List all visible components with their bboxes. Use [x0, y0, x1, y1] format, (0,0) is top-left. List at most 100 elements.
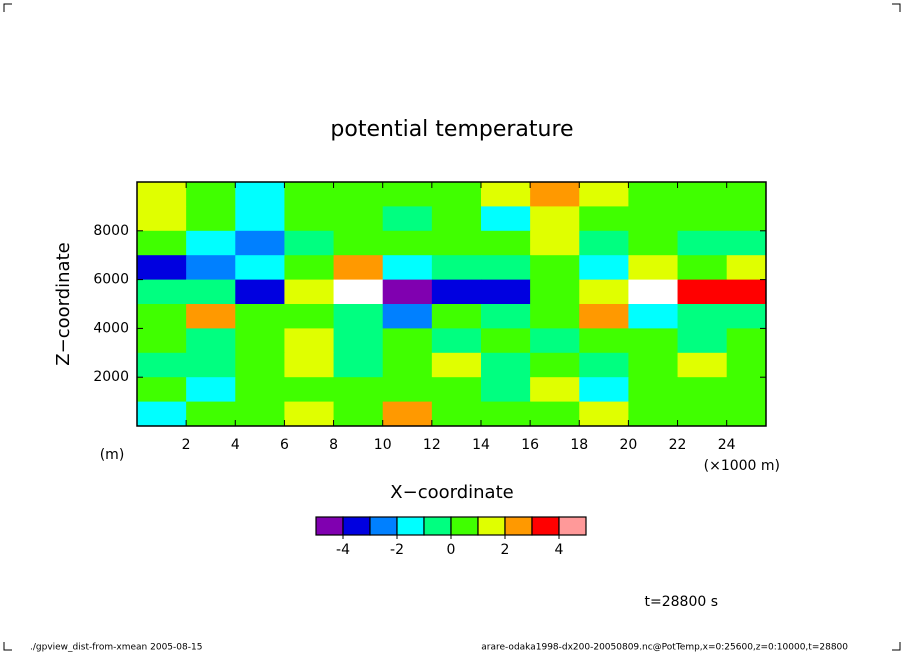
field-cell: [333, 304, 384, 329]
field-cell: [431, 328, 482, 354]
field-cell: [333, 182, 384, 207]
field-cell: [235, 182, 285, 207]
field-cell: [235, 304, 285, 329]
field-cell: [137, 230, 187, 256]
field-cell: [726, 328, 766, 354]
x-tick-label: 2: [182, 437, 191, 453]
field-cell: [382, 206, 433, 232]
field-cell: [333, 328, 384, 354]
field-cell: [137, 401, 187, 426]
field-cell: [677, 279, 728, 305]
field-cell: [284, 230, 335, 256]
x-tick-label: 24: [718, 437, 736, 453]
field-cell: [677, 206, 728, 232]
field-cell: [235, 230, 285, 256]
field-cell: [333, 401, 384, 426]
x-unit: (×1000 m): [704, 458, 780, 474]
field-cell: [431, 304, 482, 329]
field-cell: [284, 182, 335, 207]
field-cell: [186, 328, 236, 354]
y-tick-label: 8000: [93, 223, 129, 239]
field-cell: [530, 304, 580, 329]
colorbar-box: [423, 516, 452, 536]
field-cell: [480, 352, 531, 378]
field-cell: [677, 230, 728, 256]
x-tick-label: 4: [231, 437, 240, 453]
field-cell: [186, 377, 236, 403]
field-cell: [530, 401, 580, 426]
field-cell: [431, 401, 482, 426]
field-cell: [186, 230, 236, 256]
x-tick-label: 6: [280, 437, 289, 453]
x-axis-label: X−coordinate: [390, 482, 513, 503]
field-cell: [628, 230, 679, 256]
field-cell: [382, 279, 433, 305]
field-cell: [628, 328, 679, 354]
colorbar-box: [477, 516, 506, 536]
field-cell: [628, 401, 679, 426]
field-cell: [382, 328, 433, 354]
field-cell: [579, 377, 629, 403]
footer-right: arare-odaka1998-dx200-20050809.nc@PotTem…: [481, 643, 848, 653]
field-cell: [382, 401, 433, 426]
field-cell: [579, 255, 629, 281]
field-cell: [726, 206, 766, 232]
field-cell: [726, 401, 766, 426]
field-cell: [677, 304, 728, 329]
footer-left: ./gpview_dist-from-xmean 2005-08-15: [30, 643, 202, 653]
field-cell: [628, 182, 679, 207]
field-cell: [431, 279, 482, 305]
field-cell: [726, 377, 766, 403]
field-cell: [431, 352, 482, 378]
field-cell: [333, 377, 384, 403]
field-cell: [579, 206, 629, 232]
field-cell: [480, 401, 531, 426]
colorbar-box: [531, 516, 560, 536]
field-cell: [530, 182, 580, 207]
field-cell: [382, 182, 433, 207]
field-cell: [628, 377, 679, 403]
field-cell: [677, 182, 728, 207]
time-label: t=28800 s: [645, 594, 719, 610]
field-cell: [137, 182, 187, 207]
y-unit: (m): [100, 447, 125, 463]
field-cell: [480, 304, 531, 329]
field-cell: [137, 328, 187, 354]
field-cell: [480, 206, 531, 232]
field-cell: [726, 230, 766, 256]
field-cell: [186, 255, 236, 281]
field-cell: [579, 401, 629, 426]
field-cell: [530, 377, 580, 403]
field-cell: [333, 352, 384, 378]
field-cell: [137, 352, 187, 378]
field-cell: [284, 279, 335, 305]
x-tick-label: 20: [619, 437, 637, 453]
field-cell: [137, 255, 187, 281]
field-cell: [333, 206, 384, 232]
colorbar-tick-label: 2: [501, 542, 510, 558]
field-cell: [186, 352, 236, 378]
field-cell: [235, 401, 285, 426]
field-cell: [382, 377, 433, 403]
field-cell: [677, 255, 728, 281]
field-cell: [431, 182, 482, 207]
field-cell: [382, 230, 433, 256]
y-tick-label: 4000: [93, 320, 129, 336]
field-cell: [677, 352, 728, 378]
field-cell: [579, 304, 629, 329]
field-cell: [530, 206, 580, 232]
field-cell: [186, 304, 236, 329]
field-cell: [431, 230, 482, 256]
field-cell: [530, 279, 580, 305]
field-cell: [235, 255, 285, 281]
field-cell: [284, 352, 335, 378]
field-cell: [480, 255, 531, 281]
field-cell: [186, 401, 236, 426]
field-cell: [530, 230, 580, 256]
field-cell: [382, 352, 433, 378]
field-cell: [628, 206, 679, 232]
field-cell: [530, 352, 580, 378]
field-cell: [628, 352, 679, 378]
field-cell: [480, 182, 531, 207]
field-cell: [480, 279, 531, 305]
